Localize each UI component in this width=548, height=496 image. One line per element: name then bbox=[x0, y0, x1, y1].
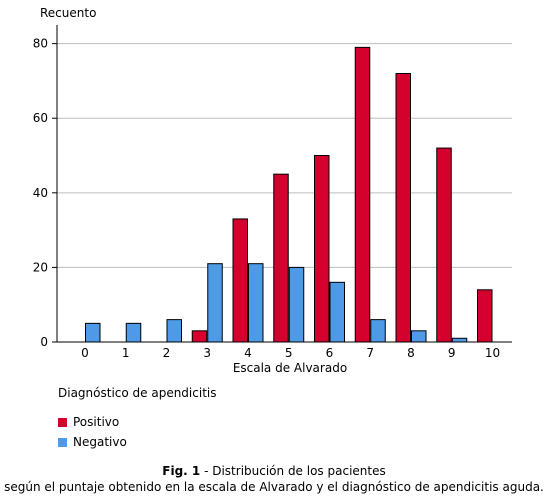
legend-item-negativo: Negativo bbox=[58, 432, 216, 452]
x-tick-label-0: 0 bbox=[81, 346, 89, 360]
bar-positivo-6 bbox=[314, 155, 330, 343]
y-tick-label-20: 20 bbox=[33, 260, 48, 274]
x-tick-label-2: 2 bbox=[163, 346, 171, 360]
legend-swatch-negativo bbox=[58, 437, 67, 447]
caption-line1: - Distribución de los pacientes bbox=[200, 464, 386, 478]
legend-label-positivo: Positivo bbox=[73, 415, 120, 429]
bar-negativo-8 bbox=[411, 330, 427, 343]
x-tick-label-6: 6 bbox=[326, 346, 334, 360]
axes bbox=[56, 25, 512, 343]
legend-title: Diagnóstico de apendicitis bbox=[58, 386, 217, 400]
x-tick-label-7: 7 bbox=[366, 346, 374, 360]
y-tick-labels: 0 20 40 60 80 bbox=[33, 37, 48, 349]
bar-positivo-9 bbox=[436, 147, 452, 343]
bar-positivo-8 bbox=[395, 72, 411, 343]
y-tick-label-40: 40 bbox=[33, 186, 48, 200]
legend-item-positivo: Positivo bbox=[58, 412, 216, 432]
bar-negativo-9 bbox=[451, 337, 468, 343]
caption-line2: según el puntaje obtenido en la escala d… bbox=[4, 480, 544, 494]
bar-positivo-5 bbox=[273, 173, 289, 343]
bar-positivo-3 bbox=[191, 330, 208, 343]
legend: Diagnóstico de apendicitis Positivo Nega… bbox=[58, 386, 216, 452]
bar-positivo-10 bbox=[477, 289, 493, 343]
x-tick-label-10: 10 bbox=[485, 346, 500, 360]
legend-label-negativo: Negativo bbox=[73, 435, 127, 449]
x-tick-label-1: 1 bbox=[122, 346, 130, 360]
bar-negativo-3 bbox=[207, 263, 223, 343]
x-tick-label-3: 3 bbox=[203, 346, 211, 360]
bar-chart: Recuento 0 20 40 60 80 0 1 2 3 4 5 6 7 8 9 10 Escala d… bbox=[33, 6, 512, 375]
bar-negativo-4 bbox=[248, 263, 264, 343]
x-tick-labels: 0 1 2 3 4 5 6 7 8 9 10 bbox=[81, 346, 500, 360]
x-tick-label-9: 9 bbox=[448, 346, 456, 360]
y-tick-label-60: 60 bbox=[33, 111, 48, 125]
bar-negativo-0 bbox=[85, 322, 101, 343]
y-axis-title: Recuento bbox=[40, 6, 96, 20]
bar-positivo-7 bbox=[354, 46, 371, 343]
legend-swatch-positivo bbox=[58, 417, 67, 427]
bar-positivo-4 bbox=[232, 218, 248, 343]
y-tick-label-80: 80 bbox=[33, 37, 48, 51]
x-axis-title: Escala de Alvarado bbox=[233, 361, 347, 375]
bar-negativo-6 bbox=[329, 281, 345, 343]
y-tick-label-0: 0 bbox=[40, 335, 48, 349]
bar-negativo-2 bbox=[166, 319, 182, 343]
caption-label: Fig. 1 bbox=[162, 464, 201, 478]
bars bbox=[85, 46, 493, 343]
x-tick-label-8: 8 bbox=[407, 346, 415, 360]
figure-caption: Fig. 1 - Distribución de los pacientes s… bbox=[0, 463, 548, 495]
x-tick-label-5: 5 bbox=[285, 346, 293, 360]
bar-negativo-1 bbox=[125, 322, 142, 343]
bar-negativo-7 bbox=[370, 319, 386, 343]
x-tick-label-4: 4 bbox=[244, 346, 252, 360]
bar-negativo-5 bbox=[288, 266, 305, 343]
